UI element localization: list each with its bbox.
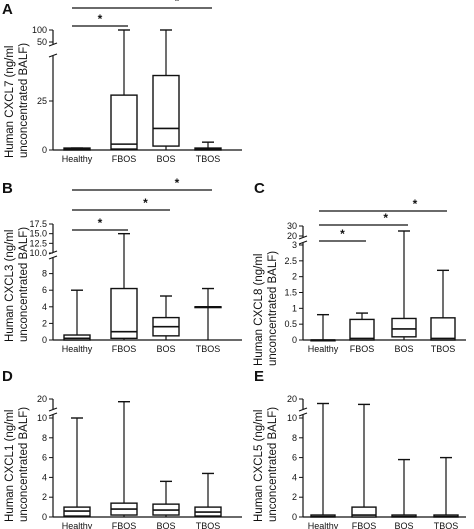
y-tick-label-b: 12.5 — [29, 238, 47, 248]
axis-break-mark-e — [298, 412, 308, 417]
significance-star-c: * — [340, 227, 345, 241]
y-tick-label-e: 20 — [287, 394, 297, 404]
x-tick-label-d: Healthy — [62, 521, 93, 529]
significance-star-a: * — [175, 0, 180, 8]
box-a — [110, 94, 138, 150]
y-tick-label-b: 6 — [42, 285, 47, 295]
x-tick-label-d: BOS — [156, 521, 175, 529]
y-tick-label-a: 25 — [37, 96, 47, 106]
x-tick-label-c: FBOS — [350, 344, 375, 354]
x-tick-label-a: BOS — [156, 154, 175, 164]
y-tick-label-b: 15.0 — [29, 229, 47, 239]
axis-break-mark-a — [48, 53, 58, 58]
axis-break-mark-d — [48, 412, 58, 417]
x-tick-label-b: FBOS — [112, 344, 137, 354]
x-tick-label-e: FBOS — [352, 521, 377, 529]
y-tick-label-a: 50 — [37, 37, 47, 47]
box-e — [351, 506, 377, 518]
y-tick-label-a: 0 — [42, 145, 47, 155]
x-tick-label-a: TBOS — [196, 154, 221, 164]
axis-break-mark-c — [298, 235, 308, 240]
y-tick-label-c: 1.5 — [284, 288, 297, 298]
y-tick-label-d: 8 — [42, 433, 47, 443]
axis-break-mark-a — [48, 42, 58, 47]
y-axis-title-a-line1: Human CXCL7 (ng/ml — [4, 46, 16, 158]
y-tick-label-e: 6 — [292, 453, 297, 463]
y-axis-title-c-line1: Human CXCL8 (ng/ml — [253, 254, 265, 366]
x-tick-label-c: BOS — [394, 344, 413, 354]
y-tick-label-c: 20 — [287, 231, 297, 241]
panel-letter-c: C — [254, 180, 265, 197]
axis-break-mark-b — [48, 255, 58, 260]
y-axis-title-c-line2: unconcentrated BALF) — [267, 251, 279, 366]
x-tick-label-b: TBOS — [196, 344, 221, 354]
y-axis-title-e-line2: unconcentrated BALF) — [267, 407, 279, 522]
y-tick-label-c: 30 — [287, 221, 297, 231]
x-tick-label-a: Healthy — [62, 154, 93, 164]
y-tick-label-e: 10 — [287, 413, 297, 423]
y-tick-label-c: 2.5 — [284, 256, 297, 266]
x-tick-label-a: FBOS — [112, 154, 137, 164]
y-tick-label-e: 2 — [292, 492, 297, 502]
y-tick-label-b: 17.5 — [29, 219, 47, 229]
significance-star-c: * — [413, 197, 418, 211]
y-tick-label-b: 10.0 — [29, 248, 47, 258]
axis-break-mark-e — [298, 407, 308, 412]
y-tick-label-e: 8 — [292, 433, 297, 443]
y-axis-title-e-line1: Human CXCL5 (ng/ml — [253, 410, 265, 522]
y-tick-label-e: 4 — [292, 472, 297, 482]
x-tick-label-d: TBOS — [196, 521, 221, 529]
significance-star-b: * — [143, 196, 148, 210]
y-tick-label-d: 10 — [37, 413, 47, 423]
significance-star-b: * — [175, 176, 180, 190]
y-tick-label-b: 0 — [42, 335, 47, 345]
y-tick-label-b: 2 — [42, 318, 47, 328]
panel-letter-e: E — [254, 368, 264, 385]
panel-letter-d: D — [2, 368, 13, 385]
significance-star-c: * — [383, 211, 388, 225]
y-tick-label-d: 6 — [42, 453, 47, 463]
y-tick-label-c: 3 — [292, 240, 297, 250]
y-axis-title-d-line1: Human CXCL1 (ng/ml — [4, 410, 16, 522]
y-tick-label-a: 100 — [32, 25, 47, 35]
y-tick-label-c: 2 — [292, 272, 297, 282]
panel-letter-a: A — [2, 1, 13, 18]
axis-break-mark-c — [298, 240, 308, 245]
significance-star-b: * — [98, 216, 103, 230]
box-c — [391, 317, 417, 338]
significance-star-a: * — [98, 12, 103, 26]
y-axis-title-b-line1: Human CXCL3 (ng/ml — [4, 230, 16, 342]
x-tick-label-b: Healthy — [62, 344, 93, 354]
x-tick-label-b: BOS — [156, 344, 175, 354]
x-tick-label-e: Healthy — [308, 521, 339, 529]
x-tick-label-c: Healthy — [308, 344, 339, 354]
box-a — [152, 74, 180, 147]
y-tick-label-b: 8 — [42, 269, 47, 279]
y-axis-title-b-line2: unconcentrated BALF) — [18, 227, 30, 342]
x-tick-label-d: FBOS — [112, 521, 137, 529]
x-tick-label-e: BOS — [394, 521, 413, 529]
x-tick-label-e: TBOS — [434, 521, 459, 529]
axis-break-mark-d — [48, 407, 58, 412]
y-tick-label-c: 1 — [292, 303, 297, 313]
panel-letter-b: B — [2, 180, 13, 197]
y-tick-label-c: 0.5 — [284, 319, 297, 329]
y-axis-title-d-line2: unconcentrated BALF) — [18, 407, 30, 522]
y-tick-label-b: 4 — [42, 302, 47, 312]
x-tick-label-c: TBOS — [431, 344, 456, 354]
box-b — [63, 334, 91, 341]
y-tick-label-d: 0 — [42, 512, 47, 522]
y-axis-title-a-line2: unconcentrated BALF) — [18, 43, 30, 158]
box-b — [110, 287, 138, 340]
y-tick-label-e: 0 — [292, 512, 297, 522]
y-tick-label-d: 20 — [37, 394, 47, 404]
box-c — [349, 318, 375, 341]
y-tick-label-c: 0 — [292, 335, 297, 345]
box-c — [430, 317, 456, 341]
y-tick-label-d: 4 — [42, 472, 47, 482]
y-tick-label-d: 2 — [42, 492, 47, 502]
